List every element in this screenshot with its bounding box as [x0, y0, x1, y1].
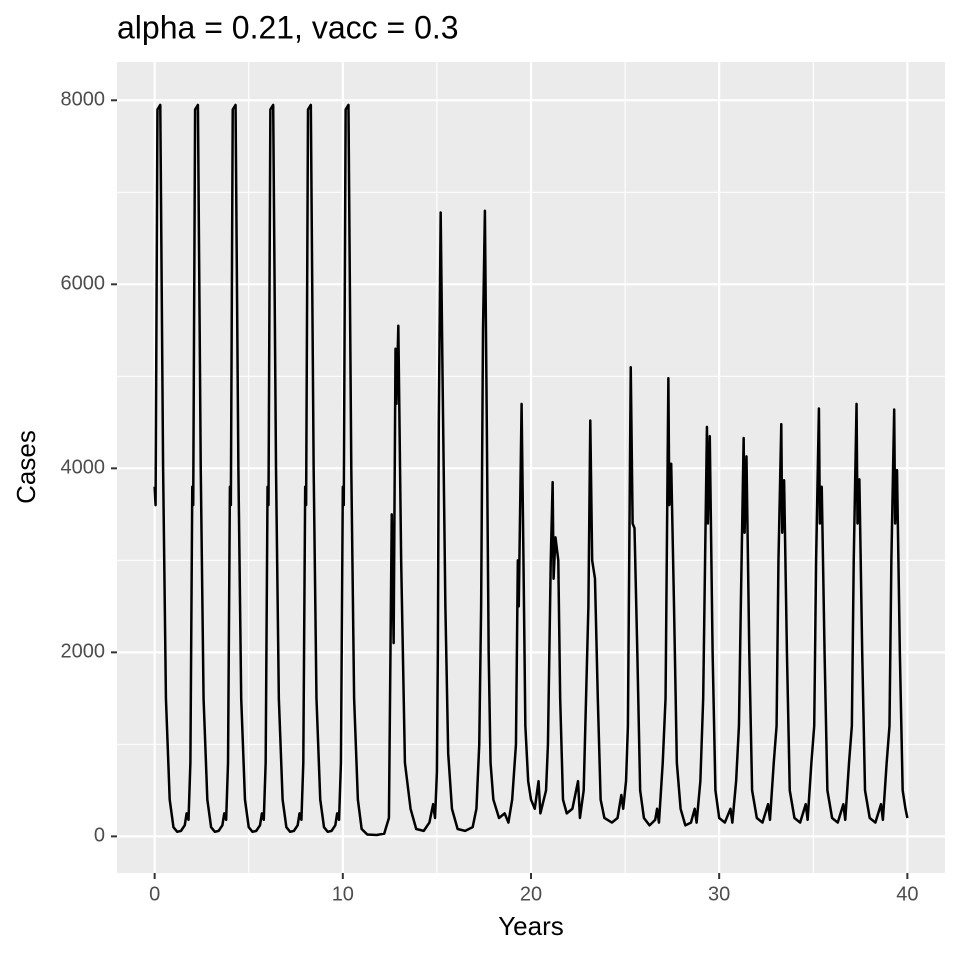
chart-title: alpha = 0.21, vacc = 0.3	[117, 9, 459, 45]
y-tick-label: 8000	[61, 89, 106, 111]
y-axis-title: Cases	[11, 430, 41, 504]
series-line	[153, 103, 909, 837]
x-tick-label: 20	[520, 883, 542, 905]
x-tick-label: 10	[332, 883, 354, 905]
y-tick-label: 4000	[61, 457, 106, 479]
x-axis-title: Years	[498, 911, 564, 941]
x-tick-label: 0	[149, 883, 160, 905]
y-tick-label: 0	[94, 825, 105, 847]
x-tick-label: 40	[896, 883, 918, 905]
y-tick-label: 2000	[61, 641, 106, 663]
x-tick-label: 30	[708, 883, 730, 905]
y-tick-label: 6000	[61, 273, 106, 295]
